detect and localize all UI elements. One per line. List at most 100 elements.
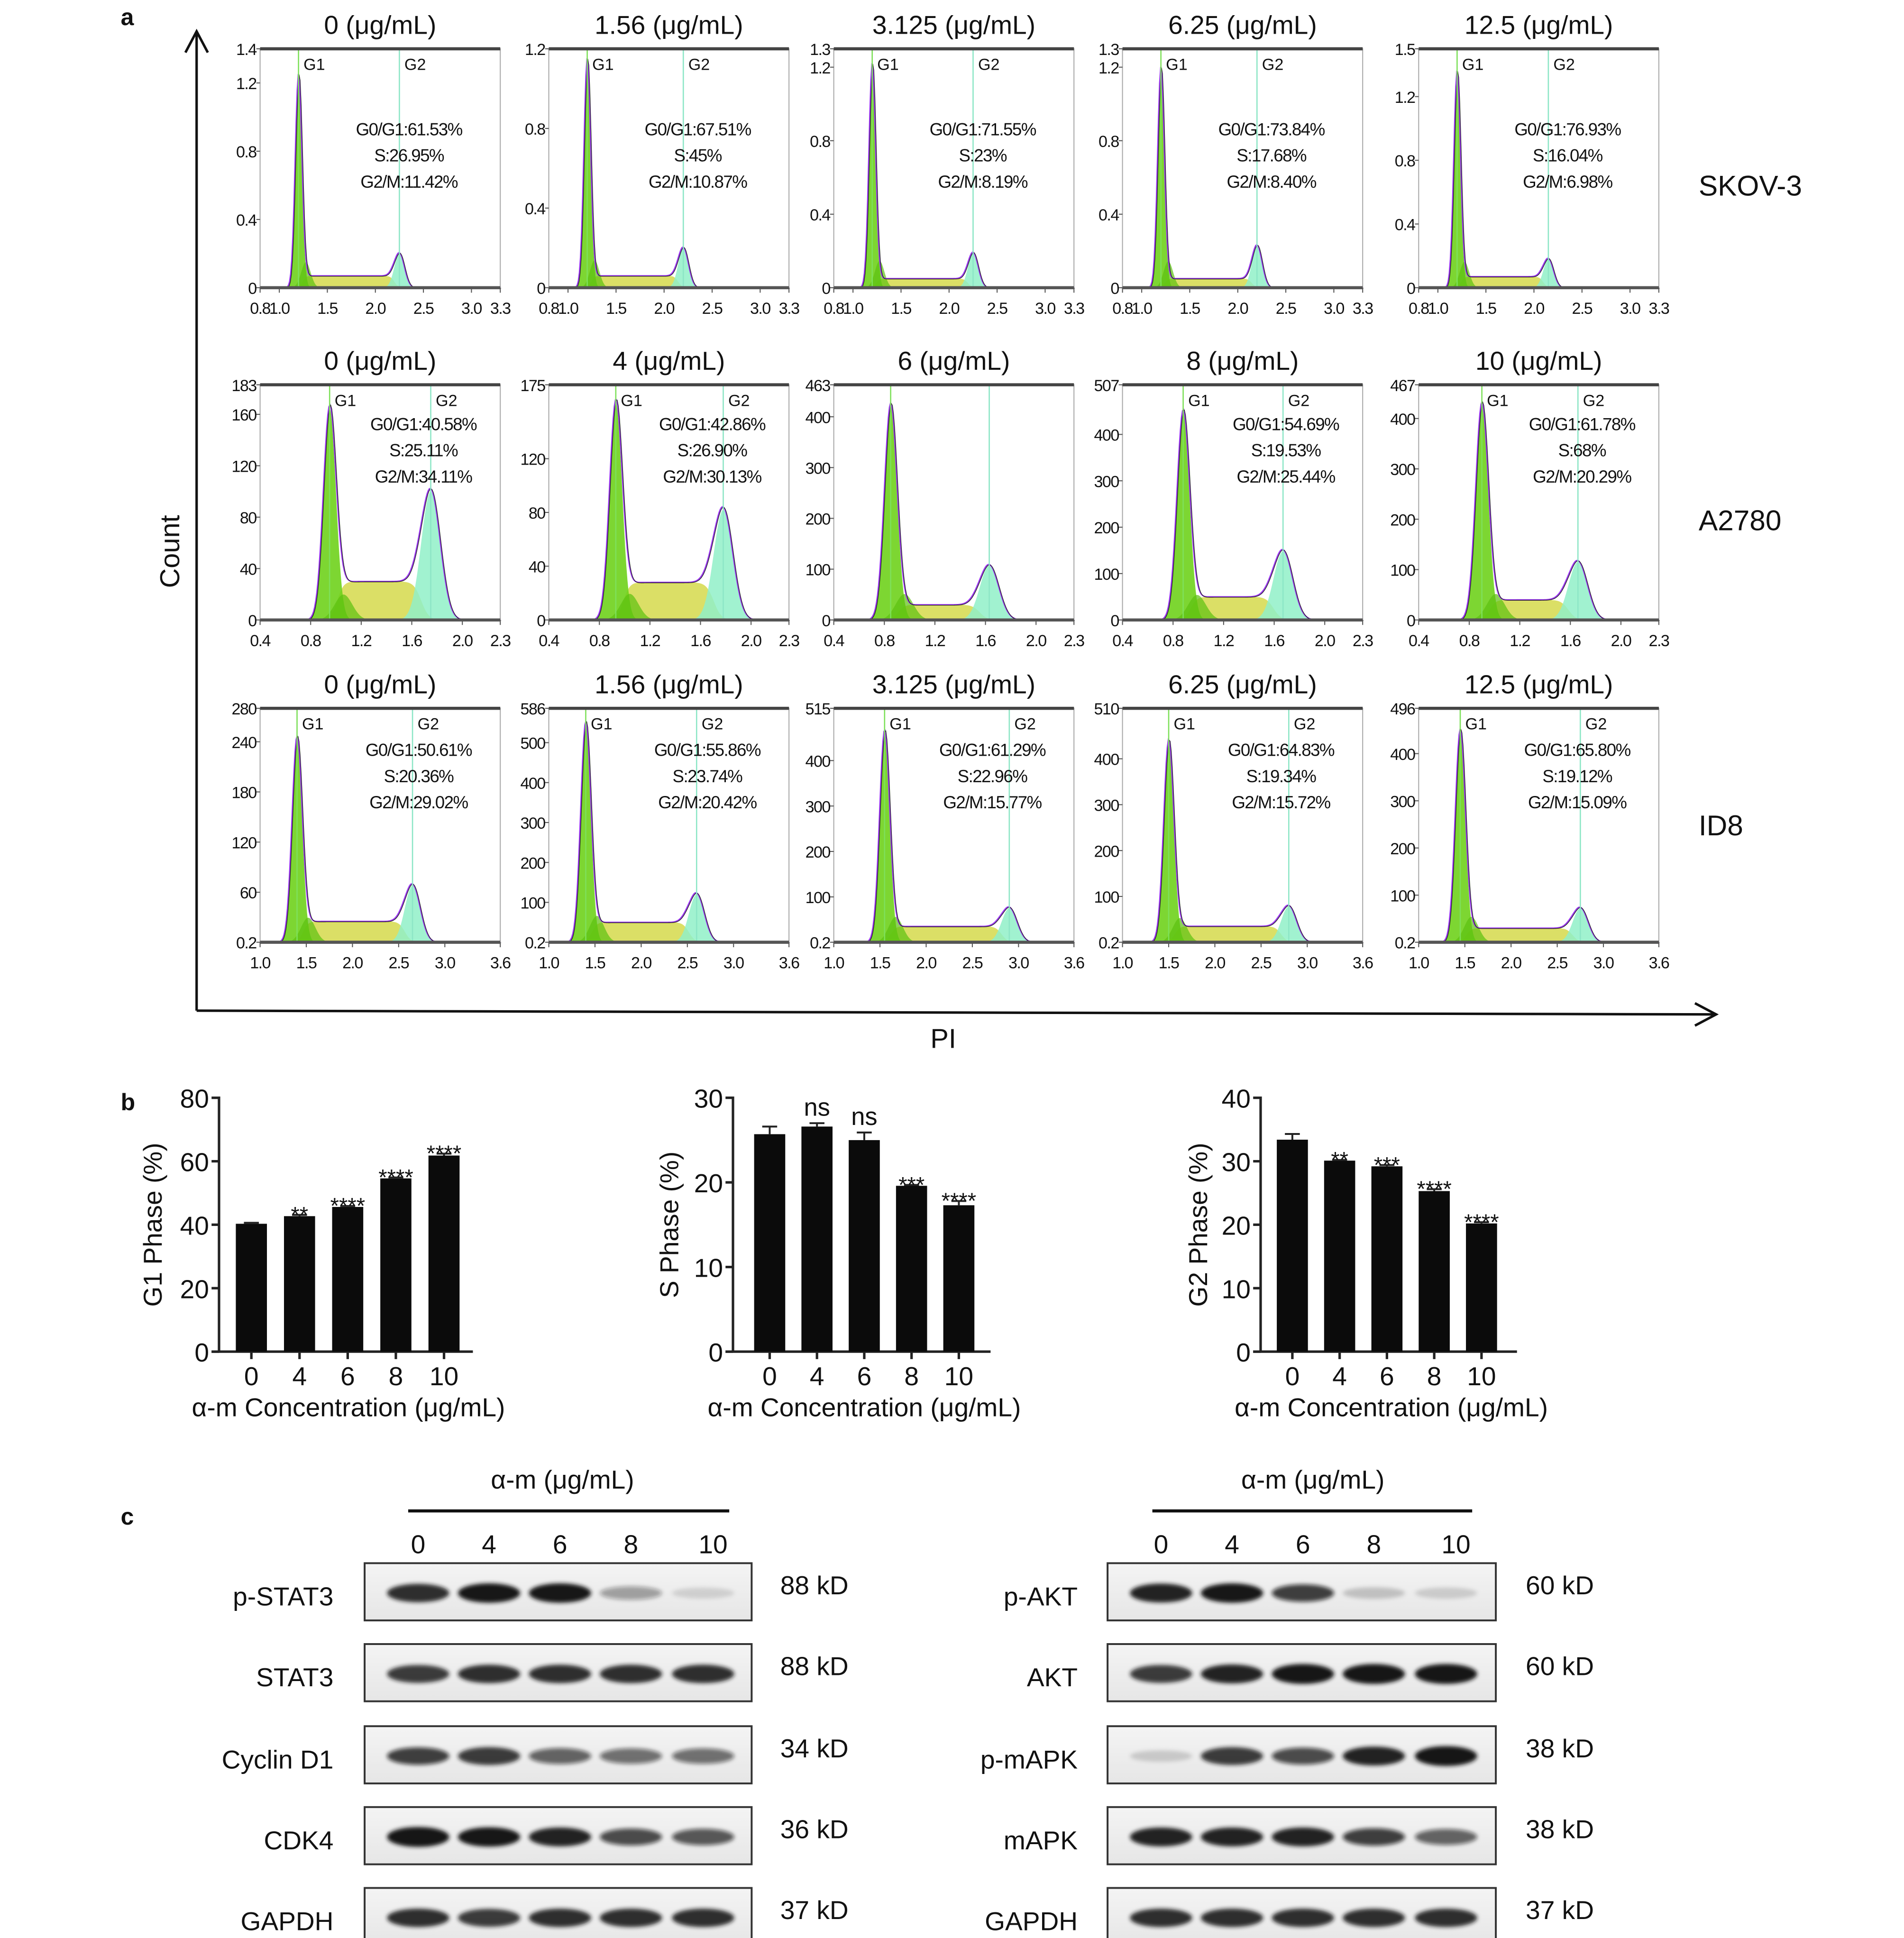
protein-band (387, 1747, 449, 1765)
x-tick-label: 1.0 (1132, 300, 1152, 318)
lane-label: 10 (698, 1529, 727, 1559)
phase-percentage: G0/G1:64.83% (1228, 740, 1335, 760)
protein-label: Cyclin D1 (222, 1745, 334, 1774)
y-tick-label: 507 (1094, 377, 1119, 395)
histogram-title: 6.25 (μg/mL) (1168, 670, 1317, 699)
y-tick-label: 120 (232, 458, 257, 476)
pi-axis-label: PI (930, 1024, 956, 1054)
x-tick-label: 3.0 (1035, 300, 1055, 318)
x-tick-label: 2.5 (702, 300, 723, 318)
protein-label: p-STAT3 (233, 1582, 333, 1611)
x-tick-label: 1.5 (870, 954, 890, 972)
g1-shoulder-area (1122, 594, 1363, 620)
protein-band (1415, 1909, 1477, 1927)
y-tick-label: 80 (529, 504, 545, 522)
y-tick-label: 0 (1110, 280, 1119, 298)
phase-percentage: G2/M:20.29% (1533, 467, 1631, 486)
g2-label: G2 (978, 56, 1000, 74)
x-tick-label: 0.8 (1459, 632, 1480, 650)
x-tick-label: 1.2 (1510, 632, 1530, 650)
y-axis-label: S Phase (%) (655, 1152, 684, 1298)
error-bar (340, 1205, 356, 1207)
y-tick-label: 0.2 (1098, 934, 1119, 952)
protein-band (600, 1586, 662, 1600)
phase-percentage: G0/G1:54.69% (1233, 415, 1339, 434)
x-tick-label: 3.0 (461, 300, 482, 318)
x-tick-label: 2.5 (389, 954, 409, 972)
g1-label: G1 (621, 392, 642, 410)
x-tick-label: 1.2 (640, 632, 660, 650)
y-tick-label: 300 (1094, 473, 1119, 491)
x-tick-label: 3.0 (1297, 954, 1318, 972)
x-tick-label: 2.0 (1026, 632, 1046, 650)
phase-percentage: G0/G1:71.55% (930, 120, 1036, 139)
protein-label: p-AKT (1004, 1582, 1078, 1611)
x-tick-label: 2.5 (1251, 954, 1272, 972)
g1-label: G1 (1166, 56, 1188, 74)
bar (1371, 1166, 1403, 1352)
y-tick-label: 0 (1407, 280, 1415, 298)
x-tick-label: 3.0 (1008, 954, 1029, 972)
protein-band (529, 1827, 591, 1847)
phase-percentage: S:26.90% (677, 441, 748, 460)
protein-label: STAT3 (256, 1663, 333, 1692)
protein-band (600, 1664, 662, 1683)
error-bar (436, 1152, 452, 1156)
molecular-weight-label: 38 kD (1526, 1814, 1594, 1844)
error-bar (951, 1200, 967, 1206)
g2-label: G2 (728, 392, 750, 410)
phase-percentage: G0/G1:61.78% (1529, 415, 1636, 434)
y-tick-label: 183 (232, 377, 257, 395)
y-tick-label: 200 (1390, 840, 1415, 858)
molecular-weight-label: 36 kD (780, 1814, 849, 1844)
y-tick-label: 0.8 (1098, 133, 1119, 151)
g1-peak-area (1419, 403, 1659, 620)
x-tick-label: 3.6 (1353, 954, 1373, 972)
s-phase-area (1122, 596, 1363, 620)
x-tick-label: 2.5 (413, 300, 434, 318)
x-tick-label: 2.5 (1547, 954, 1567, 972)
g1-shoulder-area (833, 594, 1074, 620)
x-tick-label: 2.0 (939, 300, 959, 318)
y-tick-label: 463 (806, 377, 831, 395)
protein-band (1130, 1583, 1192, 1603)
x-tick-label: 3.6 (1064, 954, 1084, 972)
phase-percentage: G0/G1:73.84% (1218, 120, 1325, 139)
x-tick-label: 0.8 (301, 632, 321, 650)
protein-band (529, 1664, 591, 1683)
g2-label: G2 (418, 715, 439, 733)
g1-label: G1 (877, 56, 899, 74)
y-tick-label: 20 (1222, 1211, 1251, 1240)
significance-label: **** (942, 1188, 977, 1214)
x-tick-label: 1.5 (1476, 300, 1496, 318)
protein-band (1130, 1909, 1192, 1927)
s-phase-area (549, 275, 789, 288)
x-tick-label: 10 (1467, 1362, 1496, 1391)
phase-percentage: G0/G1:55.86% (654, 740, 761, 760)
error-bar (1332, 1159, 1347, 1161)
y-tick-label: 0 (537, 280, 545, 298)
x-tick-label: 1.5 (317, 300, 338, 318)
protein-band (1200, 1909, 1263, 1927)
molecular-weight-label: 37 kD (1526, 1895, 1594, 1925)
protein-band (672, 1909, 734, 1927)
histogram-panel: 0 (μg/mL) G1 G2 0 40 80 120 160 183 0.4 0.8 1.2 1.6 2… (232, 346, 512, 650)
protein-band (1272, 1909, 1334, 1927)
phase-percentage: S:22.96% (958, 767, 1028, 786)
g2-label: G2 (1288, 392, 1310, 410)
histogram-title: 12.5 (μg/mL) (1465, 670, 1613, 699)
y-tick-label: 160 (232, 406, 257, 424)
x-axis-label: α-m Concentration (μg/mL) (708, 1393, 1021, 1422)
x-tick-label: 0.8 (589, 632, 610, 650)
g1-label: G1 (1465, 715, 1487, 733)
y-tick-label: 0.4 (810, 206, 830, 224)
blot-row: p-STAT3 88 kD (233, 1562, 849, 1622)
molecular-weight-label: 38 kD (1526, 1734, 1594, 1763)
y-tick-label: 120 (520, 451, 545, 469)
y-tick-label: 0.4 (1395, 216, 1415, 234)
g2-label: G2 (1553, 56, 1575, 74)
s-phase-area (549, 582, 789, 620)
molecular-weight-label: 88 kD (780, 1571, 849, 1600)
protein-band (600, 1909, 662, 1927)
